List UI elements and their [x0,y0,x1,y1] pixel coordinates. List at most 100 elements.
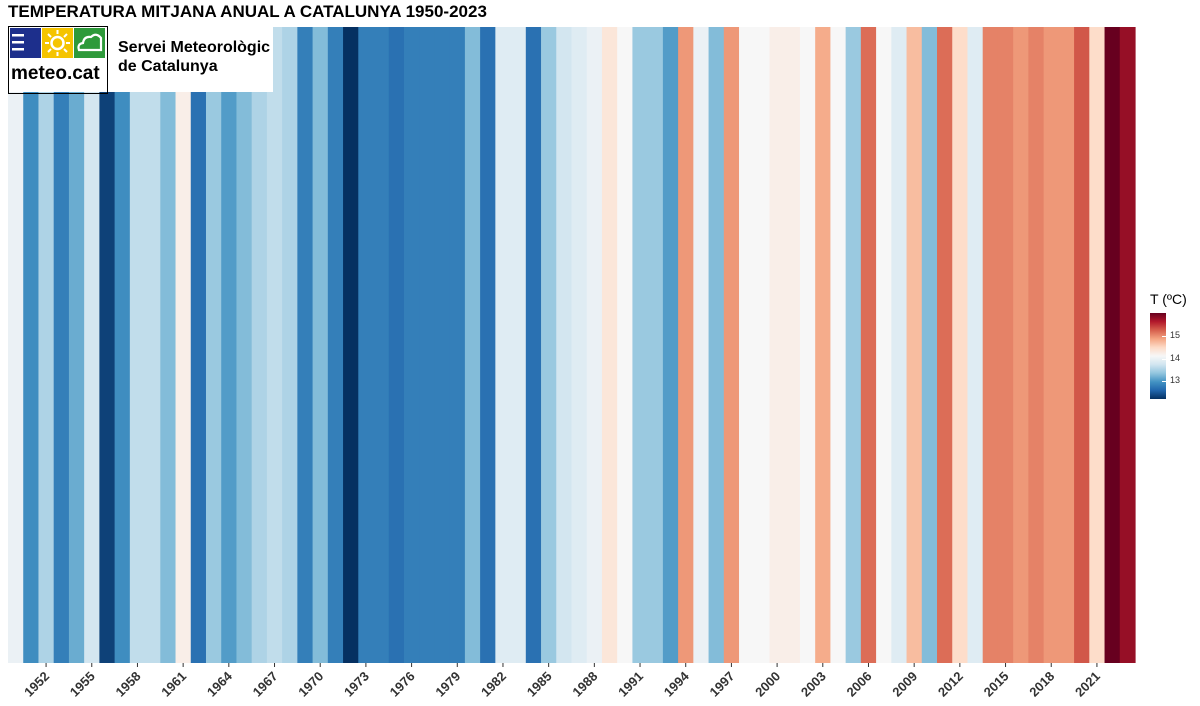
stripe-1993 [662,27,679,663]
x-tick-label-1994: 1994 [661,668,693,700]
legend-title: T (ºC) [1150,291,1187,307]
stripe-2013 [967,27,984,663]
stripe-2021 [1089,27,1106,663]
stripe-1994 [678,27,694,663]
x-axis: 1952 1955 1958 1961 1964 1967 1970 1973 1976 1979… [21,663,1103,700]
x-tick-label-1979: 1979 [432,669,463,700]
stripe-1958 [129,27,146,663]
x-tick-label-2012: 2012 [935,669,966,700]
x-tick-label-2015: 2015 [981,669,1012,700]
stripe-1978 [434,27,451,663]
stripe-1975 [388,27,405,663]
stripe-1974 [373,27,390,663]
stripe-1965 [236,27,253,663]
stripe-1962 [190,27,207,663]
stripe-1966 [251,27,268,663]
stripe-1991 [632,27,649,663]
x-tick-label-1973: 1973 [341,669,372,700]
x-tick-label-1982: 1982 [478,669,509,700]
stripe-1961 [175,27,192,663]
stripe-2008 [891,27,908,663]
stripe-1980 [464,27,481,663]
stripe-1970 [312,27,329,663]
stripe-1963 [205,27,222,663]
x-tick-label-1961: 1961 [158,669,189,700]
stripe-2009 [906,27,923,663]
x-tick-label-1985: 1985 [524,669,555,700]
x-tick-label-1988: 1988 [569,669,600,700]
stripe-1998 [739,27,755,663]
color-legend: T (ºC) 15 14 13 [1148,291,1200,411]
x-tick-label-2021: 2021 [1072,669,1103,700]
stripe-1997 [723,27,740,663]
menu-lines-icon [10,28,41,58]
x-tick-label-1955: 1955 [67,669,98,700]
stripe-2014 [982,27,999,663]
stripe-1987 [571,27,588,663]
stripe-1957 [114,27,131,663]
stripe-1989 [601,27,618,663]
stripe-2006 [860,27,877,663]
x-tick-label-1952: 1952 [21,669,52,700]
stripe-1981 [480,27,496,663]
stripe-1996 [708,27,725,663]
stripe-1979 [449,27,466,663]
stripe-1955 [84,27,100,663]
stripe-2002 [799,27,816,663]
stripe-2011 [937,27,953,663]
logo-name-line1: Servei Meteorològic [118,39,271,56]
stripe-1976 [403,27,420,663]
sun-icon [42,28,73,58]
logo-icon-box: meteo.cat [8,26,108,94]
stripe-1968 [282,27,298,663]
x-tick-label-1967: 1967 [250,669,281,700]
stripe-1952 [38,27,55,663]
x-tick-label-1958: 1958 [113,669,144,700]
stripe-1985 [541,27,557,663]
stripe-1982 [495,27,512,663]
stripe-2012 [952,27,969,663]
stripe-2019 [1058,27,1075,663]
legend-colorbar [1150,313,1166,399]
logo-organization-name: Servei Meteorològic de Catalunya [118,38,270,76]
stripe-1964 [221,27,238,663]
x-tick-label-2000: 2000 [752,669,783,700]
stripe-2022 [1104,27,1121,663]
stripe-1992 [647,27,664,663]
stripe-2005 [845,27,862,663]
logo-name-line2: de Catalunya [118,58,218,75]
stripe-1972 [343,27,359,663]
chart-title: TEMPERATURA MITJANA ANUAL A CATALUNYA 19… [8,2,487,21]
stripe-1977 [419,27,436,663]
x-tick-label-2009: 2009 [889,669,920,700]
stripe-2016 [1013,27,1029,663]
stripe-1971 [327,27,344,663]
stripe-1954 [68,27,85,663]
stripe-2018 [1043,27,1060,663]
stripe-1969 [297,27,314,663]
legend-tickmark [1162,381,1166,382]
x-tick-label-1997: 1997 [706,669,737,700]
stripe-2020 [1074,27,1090,663]
stripe-2015 [997,27,1014,663]
stripe-1956 [99,27,116,663]
x-tick-label-1964: 1964 [204,668,236,700]
stripe-1984 [525,27,542,663]
legend-tick-label: 13 [1170,375,1181,385]
legend-tickmark [1162,359,1166,360]
cloud-icon [74,28,105,58]
legend-tick-label: 15 [1170,330,1181,340]
stripe-2004 [830,27,847,663]
legend-tickmark [1162,336,1166,337]
logo-wordmark: meteo.cat [11,63,100,84]
stripe-1973 [358,27,375,663]
stripe-1999 [754,27,771,663]
x-tick-label-1976: 1976 [387,669,418,700]
stripe-1967 [266,27,283,663]
stripe-1951 [23,27,40,663]
x-tick-label-2003: 2003 [798,669,829,700]
x-tick-label-1970: 1970 [295,669,326,700]
meteocat-logo: meteo.cat Servei Meteorològic de Catalun… [8,26,273,94]
x-tick-label-2018: 2018 [1026,669,1057,700]
